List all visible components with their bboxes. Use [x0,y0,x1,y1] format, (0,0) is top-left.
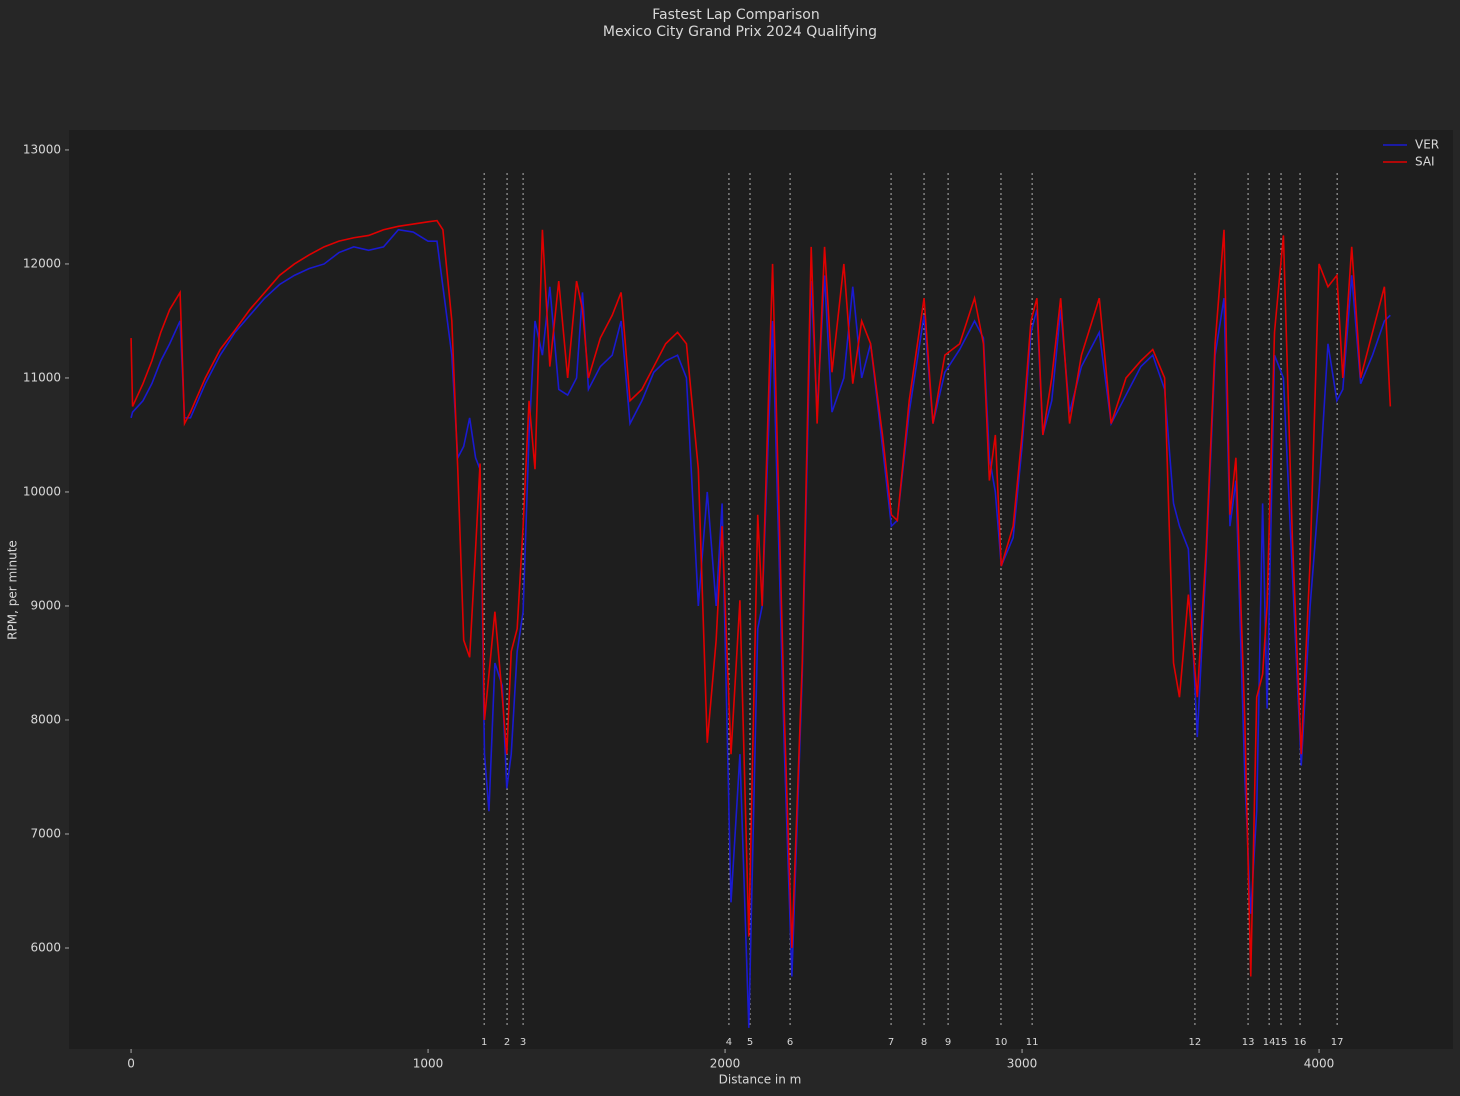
corner-label: 7 [888,1037,894,1048]
corner-label: 6 [787,1037,793,1048]
corner-label: 9 [945,1037,951,1048]
y-axis-label: RPM, per minute [6,540,20,640]
corner-label: 4 [726,1037,732,1048]
chart-title: Fastest Lap Comparison [652,7,820,23]
x-tick-label: 3000 [1007,1057,1038,1071]
corner-label: 13 [1242,1037,1255,1048]
series-line [130,219,1392,977]
corner-label: 5 [747,1037,753,1048]
corner-label: 15 [1275,1037,1288,1048]
corner-label: 14 [1263,1037,1276,1048]
y-tick-label: 8000 [30,712,61,726]
legend-label: VER [1415,138,1439,152]
y-tick-label: 10000 [23,484,61,498]
corner-label: 17 [1331,1037,1344,1048]
y-tick-label: 12000 [23,256,61,270]
y-tick-label: 6000 [30,940,61,954]
x-tick-label: 2000 [710,1057,741,1071]
corner-label: 16 [1294,1037,1307,1048]
corner-label: 10 [995,1037,1008,1048]
y-tick-label: 7000 [30,826,61,840]
corner-label: 12 [1189,1037,1202,1048]
x-tick-label: 0 [127,1057,135,1071]
corner-label: 3 [520,1037,526,1048]
x-tick-label: 4000 [1304,1057,1335,1071]
corner-label: 2 [504,1037,510,1048]
y-tick-label: 11000 [23,370,61,384]
legend-label: SAI [1415,155,1435,169]
y-tick-label: 9000 [30,598,61,612]
x-axis-label: Distance in m [719,1073,802,1087]
corner-label: 1 [481,1037,487,1048]
corner-label: 11 [1026,1037,1039,1048]
x-tick-label: 1000 [413,1057,444,1071]
y-tick-label: 13000 [23,142,61,156]
chart-subtitle: Mexico City Grand Prix 2024 Qualifying [603,24,877,40]
corner-label: 8 [921,1037,927,1048]
